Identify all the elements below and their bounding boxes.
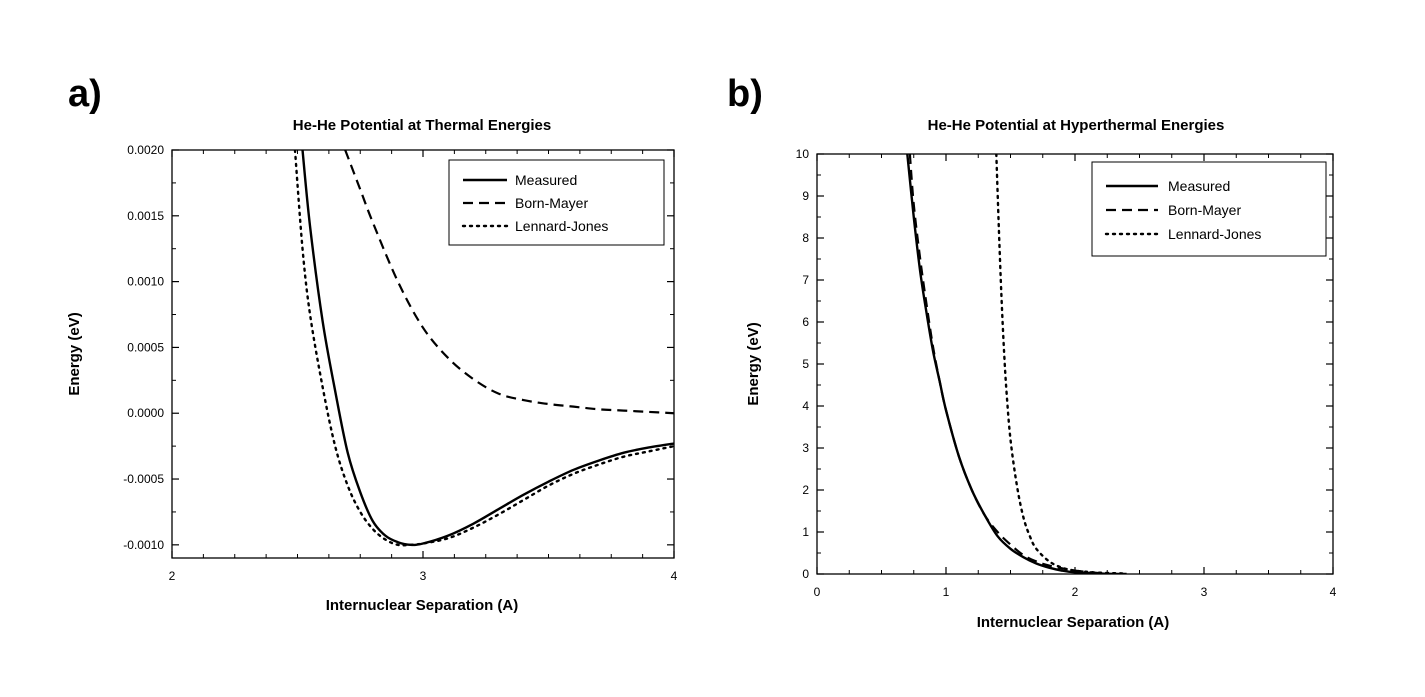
y-tick-label: 0.0010 [127, 275, 164, 289]
series-line-lennard-jones [293, 150, 674, 547]
x-tick-label: 4 [671, 569, 678, 583]
legend: Measured Born-Mayer Lennard-Jones [1104, 178, 1261, 242]
series-lines [293, 150, 674, 547]
x-tick-label: 0 [814, 585, 821, 599]
series-lines [906, 154, 1128, 574]
y-tick-label: 0.0020 [127, 143, 164, 157]
tick-marks [816, 153, 1334, 575]
legend-label: Measured [1168, 178, 1230, 194]
chart-title: He-He Potential at Thermal Energies [293, 117, 551, 134]
series-line-born-mayer [908, 154, 1101, 574]
y-tick-label: 10 [796, 147, 810, 161]
legend-label: Lennard-Jones [515, 218, 608, 234]
x-axis-label: Internuclear Separation (A) [977, 614, 1170, 631]
legend-label: Measured [515, 172, 577, 188]
y-tick-label: -0.0005 [123, 472, 164, 486]
series-line-born-mayer [344, 150, 674, 415]
panel-letter: a) [68, 73, 102, 115]
x-tick-label: 2 [169, 569, 176, 583]
y-tick-label: 2 [802, 483, 809, 497]
x-tick-label: 3 [420, 569, 427, 583]
chart-title: He-He Potential at Hyperthermal Energies [928, 117, 1225, 134]
y-tick-label: 0 [802, 567, 809, 581]
x-tick-label: 3 [1201, 585, 1208, 599]
y-tick-label: 7 [802, 273, 809, 287]
y-tick-label: 5 [802, 357, 809, 371]
y-tick-label: 1 [802, 525, 809, 539]
series-line-measured [301, 150, 674, 547]
legend-label: Lennard-Jones [1168, 226, 1261, 242]
panel-letter: b) [727, 73, 763, 115]
y-tick-label: 0.0015 [127, 209, 164, 223]
y-tick-label: 9 [802, 189, 809, 203]
x-axis-label: Internuclear Separation (A) [326, 597, 519, 614]
x-tick-label: 2 [1072, 585, 1079, 599]
y-tick-label: 0.0000 [127, 406, 164, 420]
y-tick-label: 4 [802, 399, 809, 413]
legend-label: Born-Mayer [1168, 202, 1241, 218]
panel-a: a) He-He Potential at Thermal Energies 2… [66, 73, 678, 614]
tick-labels: 0 1 2 3 4 0 1 2 3 4 5 6 7 8 9 10 [796, 147, 1337, 599]
y-tick-label: 3 [802, 441, 809, 455]
x-tick-label: 4 [1330, 585, 1337, 599]
y-tick-label: -0.0010 [123, 538, 164, 552]
x-tick-label: 1 [943, 585, 950, 599]
legend: Measured Born-Mayer Lennard-Jones [461, 172, 608, 234]
y-axis-label: Energy (eV) [66, 312, 83, 395]
y-tick-label: 6 [802, 315, 809, 329]
y-axis-label: Energy (eV) [745, 322, 762, 405]
panel-b: b) He-He Potential at Hyperthermal Energ… [727, 73, 1337, 631]
y-tick-label: 0.0005 [127, 340, 164, 354]
legend-label: Born-Mayer [515, 195, 588, 211]
series-line-lennard-jones [995, 154, 1128, 574]
tick-labels: 2 3 4 0.0020 0.0015 0.0010 0.0005 0.0000 -0.0005… [123, 143, 677, 583]
y-tick-label: 8 [802, 231, 809, 245]
